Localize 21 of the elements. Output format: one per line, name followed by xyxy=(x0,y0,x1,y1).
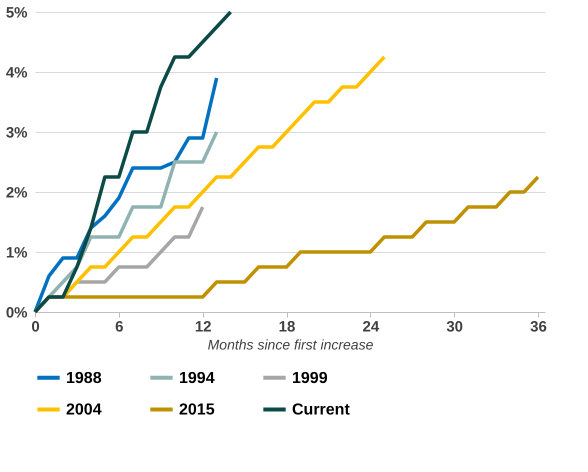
legend-label: 1988 xyxy=(66,370,102,387)
x-tick-label: 6 xyxy=(115,318,124,336)
legend-label: 1994 xyxy=(179,370,215,387)
y-tick-label: 1% xyxy=(6,244,28,262)
y-tick-label: 5% xyxy=(6,4,28,22)
x-tick-label: 18 xyxy=(278,318,296,336)
y-tick-label: 3% xyxy=(6,124,28,142)
x-tick-label: 36 xyxy=(530,318,547,336)
y-tick-label: 0% xyxy=(6,304,28,322)
x-tick-label: 30 xyxy=(446,318,464,336)
y-tick-label: 2% xyxy=(6,184,28,202)
x-tick-label: 24 xyxy=(362,318,380,336)
x-tick-label: 0 xyxy=(31,318,40,336)
legend-label: 1999 xyxy=(292,370,328,387)
legend-label: 2015 xyxy=(179,402,215,418)
line-series xyxy=(33,10,232,314)
x-axis-title: Months since first increase xyxy=(208,336,374,352)
legend-label: 2004 xyxy=(66,402,102,418)
x-tick-label: 12 xyxy=(194,318,212,336)
y-tick-label: 4% xyxy=(6,64,28,82)
legend-label: Current xyxy=(292,402,350,418)
